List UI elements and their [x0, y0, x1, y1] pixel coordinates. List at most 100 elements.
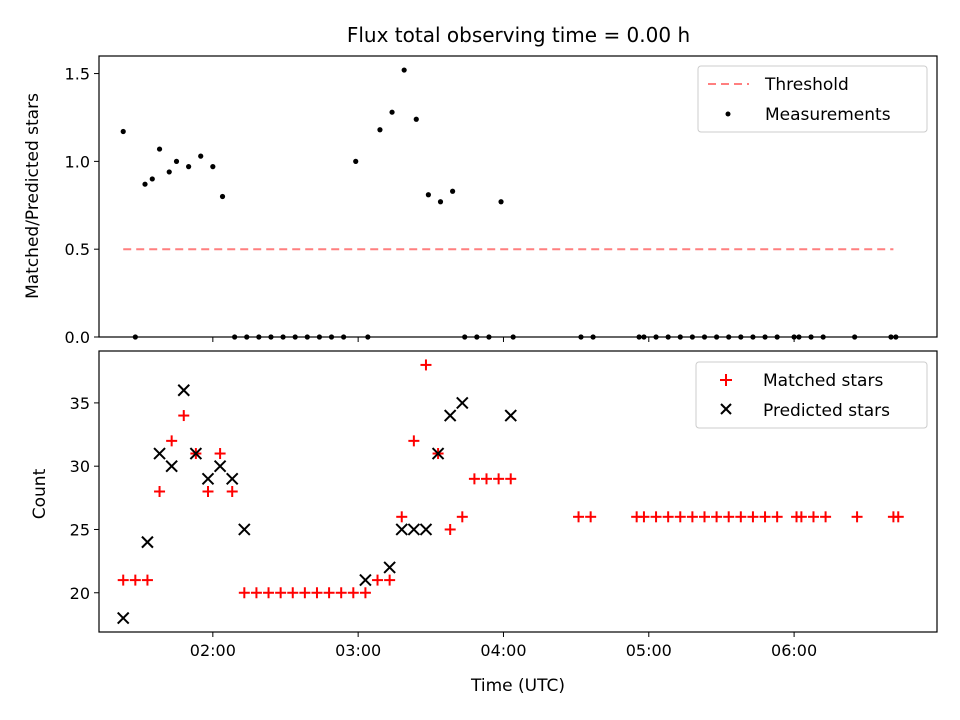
- measurement-point: [377, 127, 383, 133]
- bottom-ytick-label: 25: [70, 520, 90, 539]
- matched-star-point: [505, 473, 517, 485]
- measurement-point: [474, 334, 480, 340]
- matched-star-point: [650, 511, 662, 523]
- measurement-point: [498, 199, 504, 205]
- top-ytick-label: 0.0: [65, 328, 90, 347]
- measurement-point: [132, 334, 138, 340]
- matched-star-point: [299, 587, 311, 599]
- measurement-point: [677, 334, 683, 340]
- predicted-legend-swatch: [720, 403, 732, 415]
- measurement-point: [689, 334, 695, 340]
- matched-star-point: [456, 511, 468, 523]
- predicted-star-point: [504, 409, 517, 422]
- bottom-panel: 20 25 30 35 02:00 03:00 04:00 05:00 06:00: [70, 350, 938, 660]
- matched-star-point: [892, 511, 904, 523]
- bottom-xlabel: Time (UTC): [470, 676, 565, 696]
- predicted-star-point: [117, 611, 130, 625]
- matched-star-point: [408, 435, 420, 447]
- matched-star-point: [347, 587, 359, 599]
- top-panel: 0.0 0.5 1.0 1.5: [65, 55, 938, 347]
- measurement-point: [774, 334, 780, 340]
- predicted-star-point: [189, 447, 203, 460]
- matched-star-point: [638, 511, 650, 523]
- predicted-star-point: [213, 459, 227, 473]
- bottom-panel-frame: [98, 350, 938, 633]
- measurement-point: [437, 199, 444, 205]
- predicted-star-point: [419, 523, 433, 536]
- measurement-point: [726, 334, 732, 340]
- bottom-legend: Matched stars Predicted stars: [695, 361, 928, 429]
- matched-star-point: [372, 574, 384, 586]
- measurement-point: [888, 334, 894, 340]
- matched-star-point: [250, 587, 262, 599]
- matched-star-point: [166, 435, 178, 447]
- measurement-point: [653, 334, 659, 340]
- measurement-point: [353, 158, 359, 164]
- figure-title: Flux total observing time = 0.00 h: [347, 23, 690, 47]
- measurement-point: [166, 169, 172, 175]
- matched-star-point: [851, 511, 863, 523]
- bottom-ytick-label: 20: [70, 584, 90, 603]
- bottom-xtick-label: 06:00: [771, 641, 817, 660]
- matched-star-point: [481, 473, 493, 485]
- matched-star-point: [154, 486, 166, 497]
- measurements-legend-swatch: [725, 111, 731, 117]
- measurement-point: [244, 334, 250, 340]
- matched-star-point: [202, 486, 214, 497]
- matched-star-point: [747, 511, 759, 523]
- measurement-point: [893, 334, 899, 340]
- measurement-point: [820, 334, 826, 340]
- measurement-point: [173, 158, 180, 164]
- measurement-point: [198, 153, 204, 159]
- predicted-star-point: [431, 447, 445, 460]
- predicted-star-point: [165, 459, 178, 473]
- matched-star-point: [263, 587, 275, 599]
- measurement-point: [316, 334, 322, 340]
- top-legend: Threshold Measurements: [697, 65, 928, 133]
- predicted-star-point: [201, 472, 215, 486]
- matched-star-point: [468, 473, 480, 485]
- measurement-point: [510, 334, 516, 340]
- measurement-point: [714, 334, 720, 340]
- matched-star-point: [117, 574, 129, 586]
- measurement-point: [142, 181, 148, 187]
- matched-star-point: [141, 574, 153, 586]
- top-panel-frame: [98, 55, 938, 338]
- matched-star-point: [420, 359, 432, 371]
- matched-star-point: [698, 511, 710, 523]
- measurement-point: [120, 128, 126, 135]
- measurement-point: [292, 334, 298, 340]
- bottom-xtick-label: 04:00: [480, 641, 526, 660]
- bottom-xtick-label: 05:00: [626, 641, 672, 660]
- threshold-legend-label: Threshold: [764, 75, 849, 95]
- predicted-star-point: [456, 396, 469, 410]
- bottom-ytick-label: 35: [70, 394, 90, 413]
- top-ytick-label: 1.0: [65, 152, 90, 171]
- measurements-legend-label: Measurements: [765, 105, 891, 125]
- measurement-point: [636, 334, 642, 340]
- measurement-point: [791, 334, 797, 340]
- measurement-point: [750, 334, 756, 340]
- measurement-point: [852, 334, 858, 340]
- bottom-legend-box: [695, 361, 928, 429]
- measurement-point: [413, 116, 419, 122]
- matched-star-point: [585, 511, 597, 523]
- matched-star-point: [674, 511, 686, 523]
- measurement-point: [578, 334, 584, 340]
- top-ytick-label: 0.5: [65, 240, 90, 259]
- measurement-point: [156, 146, 163, 152]
- measurement-point: [256, 334, 262, 340]
- matched-star-point: [226, 486, 238, 497]
- top-legend-box: [697, 65, 928, 133]
- matched-star-point: [795, 511, 807, 523]
- measurement-point: [232, 334, 238, 340]
- predicted-star-point: [141, 535, 154, 549]
- measurement-point: [590, 334, 596, 340]
- measurement-point: [149, 176, 155, 182]
- predicted-star-point: [177, 384, 190, 397]
- measurement-point: [186, 164, 192, 170]
- predicted-star-point: [395, 523, 408, 536]
- measurement-point: [641, 334, 647, 340]
- matched-star-point: [275, 587, 287, 599]
